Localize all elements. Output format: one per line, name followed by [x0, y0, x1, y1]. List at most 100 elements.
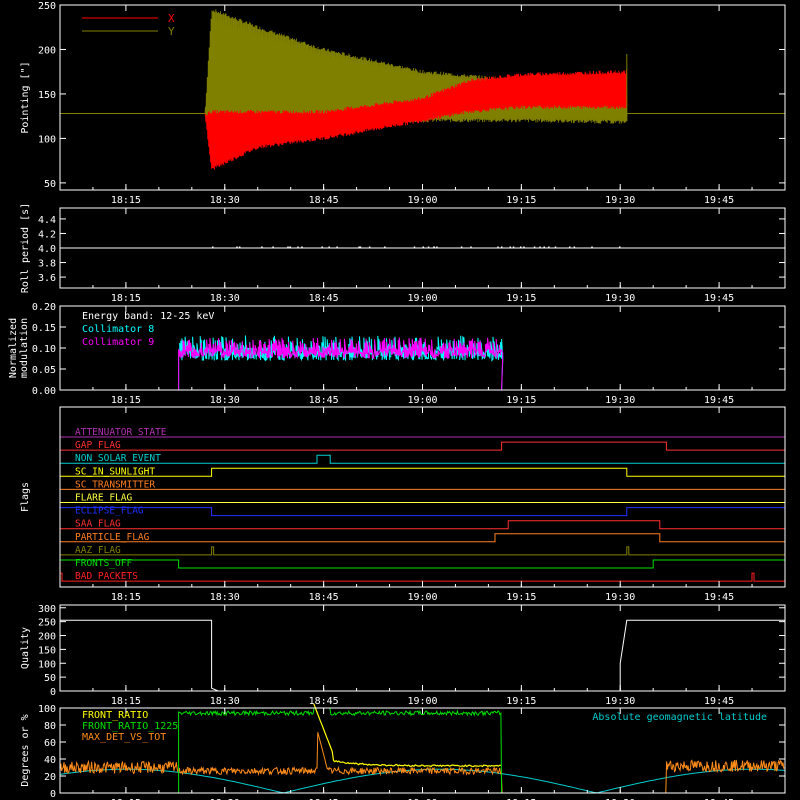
panel-5-xtick-label-0: 18:15 [111, 798, 141, 800]
panel-2-ytick-label-2: 0.10 [32, 344, 56, 355]
panel-4-xtick-label-5: 19:30 [605, 696, 635, 707]
ratio-legend-0: FRONT_RATIO [82, 710, 148, 721]
roll-point [368, 246, 371, 248]
roll-point [497, 246, 499, 248]
panel-2-ytick-label-3: 0.15 [32, 323, 56, 334]
flag-trace-non-solar-event [60, 454, 785, 464]
flag-label-gap-flag: GAP_FLAG [75, 440, 121, 451]
roll-point [591, 246, 593, 248]
panel-5-xtick-label-6: 19:45 [704, 798, 734, 800]
modulation-annotation: Energy band: 12-25 keV [82, 311, 214, 322]
roll-point [384, 246, 386, 248]
panel-5-ytick-label-5: 100 [38, 704, 56, 715]
roll-point [470, 246, 472, 248]
roll-point [328, 246, 330, 248]
roll-point [301, 246, 303, 248]
panel-2-xtick-label-5: 19:30 [605, 395, 635, 406]
panel-2-ylabel-1: Normalized [8, 318, 19, 378]
roll-point [519, 246, 522, 248]
roll-point [297, 246, 299, 248]
flag-label-attenuator-state: ATTENUATOR_STATE [75, 427, 167, 438]
panel-5-xtick-label-4: 19:15 [506, 798, 536, 800]
roll-point [554, 246, 557, 248]
panel-5-ytick-label-1: 20 [44, 772, 56, 783]
panel-2-xtick-label-4: 19:15 [506, 395, 536, 406]
flag-trace-fronts-off [59, 559, 786, 569]
panel-4-ytick-label-0: 0 [50, 687, 56, 698]
panel-0-xtick-label-5: 19:30 [605, 195, 635, 206]
panel-5-ytick-label-4: 80 [44, 721, 56, 732]
panel-4-xtick-label-3: 19:00 [407, 696, 437, 707]
ratio-series-max-det [59, 732, 785, 794]
roll-point [359, 246, 362, 248]
panel-2-ytick-label-0: 0.00 [32, 386, 56, 397]
roll-point [238, 246, 241, 248]
panel-2-xtick-label-0: 18:15 [111, 395, 141, 406]
panel-3-xtick-label-0: 18:15 [111, 592, 141, 603]
flag-trace-particle-flag [60, 533, 785, 543]
ratio-series-front-1225 [60, 707, 785, 794]
flag-trace-bad-packets [59, 572, 785, 582]
modulation-series-0 [60, 335, 785, 391]
panel-3-xtick-label-1: 18:30 [210, 592, 240, 603]
panel-4-frame [59, 604, 786, 692]
panel-1-xtick-label-5: 19:30 [605, 293, 635, 304]
panel-4-ylabel: Quality [20, 627, 31, 669]
roll-point [236, 246, 238, 248]
roll-point [433, 246, 435, 248]
panel-1-ytick-label-2: 4.0 [38, 244, 56, 255]
roll-point [509, 246, 512, 248]
flag-label-sc-transmitter: SC_TRANSMITTER [75, 479, 155, 490]
panel-0-xtick-label-4: 19:15 [506, 195, 536, 206]
roll-point [422, 246, 425, 248]
panel-4-ytick-label-5: 250 [38, 618, 56, 629]
panel-3-xtick-label-5: 19:30 [605, 592, 635, 603]
flag-label-saa-flag: SAA_FLAG [75, 519, 121, 530]
panel-0-xtick-label-3: 19:00 [407, 195, 437, 206]
roll-point [261, 246, 263, 248]
panel-4-xtick-label-0: 18:15 [111, 696, 141, 707]
flag-label-sc-in-sunlight: SC_IN_SUNLIGHT [75, 466, 155, 477]
roll-point [618, 246, 621, 248]
roll-point [573, 246, 576, 248]
panel-2-xtick-label-3: 19:00 [407, 395, 437, 406]
panel-2-xtick-label-2: 18:45 [309, 395, 339, 406]
flag-label-fronts-off: FRONTS_OFF [75, 558, 132, 569]
panel-2-xtick-label-6: 19:45 [704, 395, 734, 406]
panel-1-ytick-label-1: 3.8 [38, 259, 56, 270]
flag-label-eclipse-flag: ECLIPSE_FLAG [75, 506, 144, 517]
panel-0-ytick-label-1: 100 [38, 134, 56, 145]
roll-point [523, 246, 525, 248]
panel-5-xtick-label-3: 19:00 [407, 798, 437, 800]
roll-point [287, 246, 289, 248]
panel-5-ytick-label-0: 0 [50, 789, 56, 800]
roll-point [336, 246, 338, 248]
panel-0-ytick-label-2: 150 [38, 90, 56, 101]
panel-5-xtick-label-5: 19:30 [605, 798, 635, 800]
panel-0-xtick-label-2: 18:45 [309, 195, 339, 206]
panel-0-ylabel: Pointing ["] [20, 61, 31, 133]
panel-3-ylabel: Flags [20, 482, 31, 512]
panel-5-xtick-label-2: 18:45 [309, 798, 339, 800]
ratio-legend-2: MAX_DET_VS_TOT [82, 732, 166, 743]
panel-1-xtick-label-0: 18:15 [111, 293, 141, 304]
roll-point [539, 246, 541, 248]
panel-4-xtick-label-6: 19:45 [704, 696, 734, 707]
flag-label-aaz-flag: AAZ_FLAG [75, 545, 121, 556]
roll-point [211, 246, 214, 248]
flag-label-flare-flag: FLARE_FLAG [75, 493, 132, 504]
roll-point [533, 246, 536, 248]
modulation-series-1 [60, 337, 785, 391]
roll-point [460, 246, 463, 248]
roll-point [272, 246, 274, 248]
modulation-legend-1: Collimator 9 [82, 337, 154, 348]
panel-5-ylabel: Degrees or % [20, 714, 31, 786]
roll-point [543, 246, 545, 248]
panel-1-ytick-label-0: 3.6 [38, 273, 56, 284]
panel-0-ytick-label-0: 50 [44, 179, 56, 190]
roll-point [427, 246, 430, 248]
panel-2-ylabel-2: modulation [19, 318, 30, 378]
panel-1-ytick-label-3: 4.2 [38, 229, 56, 240]
